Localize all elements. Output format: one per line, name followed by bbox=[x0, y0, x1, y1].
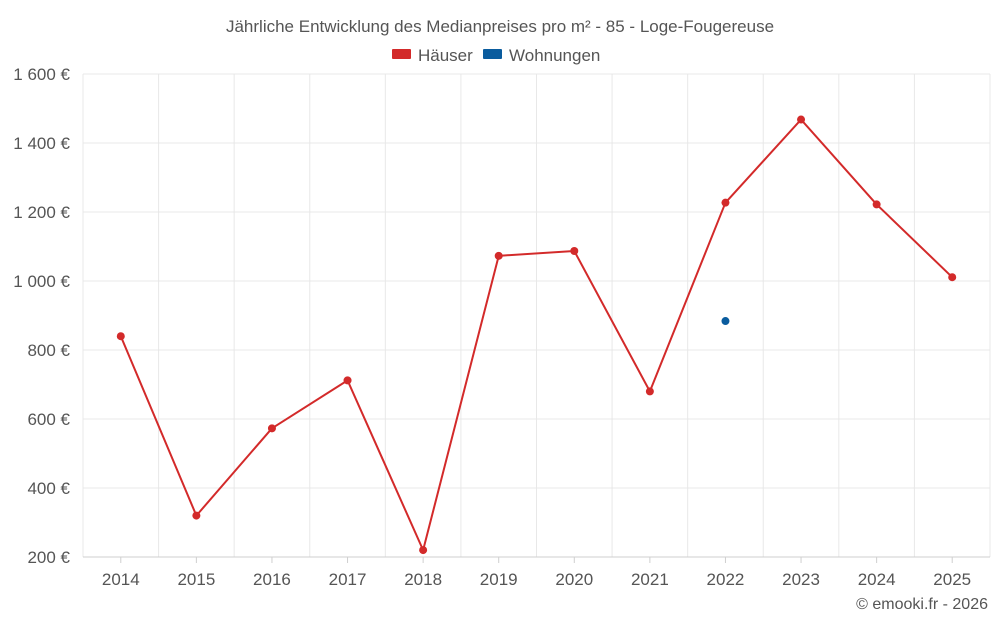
y-tick-label: 1 200 € bbox=[13, 203, 70, 222]
y-tick-label: 400 € bbox=[27, 479, 70, 498]
y-tick-label: 800 € bbox=[27, 341, 70, 360]
x-tick-label: 2017 bbox=[329, 570, 367, 589]
x-tick-label: 2020 bbox=[555, 570, 593, 589]
x-tick-label: 2025 bbox=[933, 570, 971, 589]
y-tick-label: 200 € bbox=[27, 548, 70, 567]
x-tick-label: 2015 bbox=[177, 570, 215, 589]
y-tick-label: 1 000 € bbox=[13, 272, 70, 291]
data-point-houses[interactable] bbox=[267, 424, 276, 433]
data-point-apartments[interactable] bbox=[721, 317, 730, 326]
data-point-houses[interactable] bbox=[192, 511, 201, 520]
data-point-houses[interactable] bbox=[797, 115, 806, 124]
data-point-houses[interactable] bbox=[494, 251, 503, 260]
series bbox=[116, 115, 957, 555]
data-point-houses[interactable] bbox=[948, 273, 957, 282]
legend-swatch-apartments bbox=[483, 49, 502, 59]
series-line-houses bbox=[119, 118, 953, 552]
data-point-houses[interactable] bbox=[116, 332, 125, 341]
data-point-houses[interactable] bbox=[570, 246, 579, 255]
x-tick-label: 2024 bbox=[858, 570, 896, 589]
x-tick-label: 2019 bbox=[480, 570, 518, 589]
x-tick-label: 2014 bbox=[102, 570, 140, 589]
x-tick-label: 2022 bbox=[707, 570, 745, 589]
x-tick-label: 2018 bbox=[404, 570, 442, 589]
data-point-houses[interactable] bbox=[645, 387, 654, 396]
y-tick-label: 600 € bbox=[27, 410, 70, 429]
data-point-houses[interactable] bbox=[343, 376, 352, 385]
legend-swatch-houses bbox=[392, 49, 411, 59]
y-tick-label: 1 400 € bbox=[13, 134, 70, 153]
x-tick-label: 2021 bbox=[631, 570, 669, 589]
x-tick-label: 2023 bbox=[782, 570, 820, 589]
data-point-houses[interactable] bbox=[872, 200, 881, 209]
credit-text: © emooki.fr - 2026 bbox=[856, 596, 988, 613]
data-point-houses[interactable] bbox=[419, 546, 428, 555]
legend: Häuser Wohnungen bbox=[392, 46, 600, 65]
legend-label-houses[interactable]: Häuser bbox=[418, 46, 473, 65]
axes: 200 € 400 € 600 € 800 € 1 000 € 1 200 € 1 400 … bbox=[13, 65, 990, 589]
data-point-houses[interactable] bbox=[721, 198, 730, 207]
grid bbox=[82, 73, 991, 557]
x-tick-label: 2016 bbox=[253, 570, 291, 589]
y-tick-label: 1 600 € bbox=[13, 65, 70, 84]
chart-title: Jährliche Entwicklung des Medianpreises … bbox=[226, 17, 774, 36]
legend-label-apartments[interactable]: Wohnungen bbox=[509, 46, 600, 65]
